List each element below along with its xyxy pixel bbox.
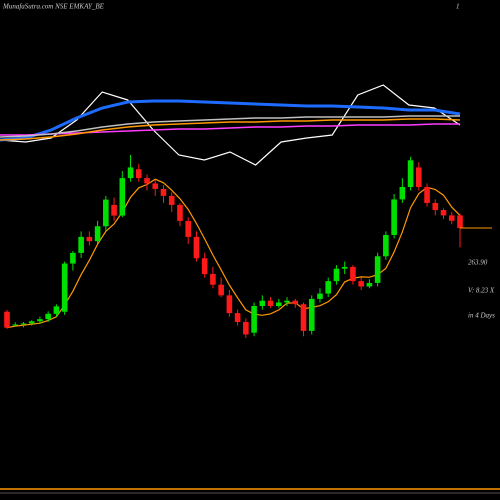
candle-body [210, 274, 216, 285]
candle-body [341, 266, 348, 269]
candle-body [432, 202, 439, 211]
candle-body [317, 293, 323, 299]
candle-body [4, 311, 10, 328]
candle-body [53, 306, 60, 314]
candle-body [234, 313, 241, 323]
indicator-line [0, 118, 461, 141]
candle-body [177, 204, 183, 221]
candle-body [292, 300, 299, 305]
candle-body [383, 234, 389, 257]
candle-body [424, 186, 430, 203]
indicator-line [0, 123, 460, 136]
indicator-line [0, 99, 461, 142]
candle-body [37, 319, 43, 322]
candle-body [284, 300, 290, 303]
candle-body [168, 195, 175, 205]
moving-average [6, 178, 461, 329]
candle-body [251, 306, 257, 333]
last-price-label: 263.90 [468, 259, 488, 267]
candle-body [119, 178, 126, 216]
indicator-line [0, 84, 461, 166]
candle-body [70, 252, 76, 264]
candle-body [276, 302, 282, 307]
candle-body [366, 282, 373, 287]
candle-body [448, 215, 455, 221]
candle-body [160, 188, 167, 196]
candle-body [300, 304, 307, 331]
candle-body [185, 220, 191, 237]
candle-body [457, 215, 463, 229]
candle-body [28, 321, 35, 324]
volume-label: V: 8.23 X [468, 287, 495, 295]
candle-body [103, 199, 109, 227]
candle-body [243, 322, 249, 335]
candle-body [333, 268, 340, 282]
candle-body [416, 167, 422, 187]
candle-body [407, 160, 414, 187]
candle-body [201, 258, 208, 275]
days-label: in 4 Days [468, 312, 495, 320]
candle-body [259, 300, 266, 307]
candle-body [111, 204, 117, 216]
candle-body [440, 210, 447, 216]
candle-body [399, 186, 406, 200]
candle-body [61, 263, 68, 312]
candle-body [12, 324, 19, 326]
candle-body [20, 323, 27, 325]
candle-body [350, 266, 356, 282]
candle-body [358, 281, 364, 287]
candle-body [127, 167, 134, 179]
candle-body [308, 298, 315, 331]
candle-body [226, 295, 233, 314]
candle-body [391, 199, 397, 235]
candle-body [144, 178, 150, 184]
candle-body [135, 169, 142, 179]
candle-body [374, 256, 381, 283]
chart-title: MunafaSutra.com NSE EMKAY_BE [2, 3, 105, 11]
candle-body [193, 236, 200, 259]
candle-body [78, 236, 84, 253]
candle-body [325, 281, 332, 294]
candle-body [45, 313, 51, 320]
corner-label: 1 [456, 3, 460, 11]
candle-body [218, 284, 224, 296]
candle-body [94, 226, 101, 242]
candle-body [86, 236, 93, 242]
candle-body [152, 183, 159, 189]
candle-body [267, 300, 274, 307]
indicator-line [0, 115, 460, 138]
